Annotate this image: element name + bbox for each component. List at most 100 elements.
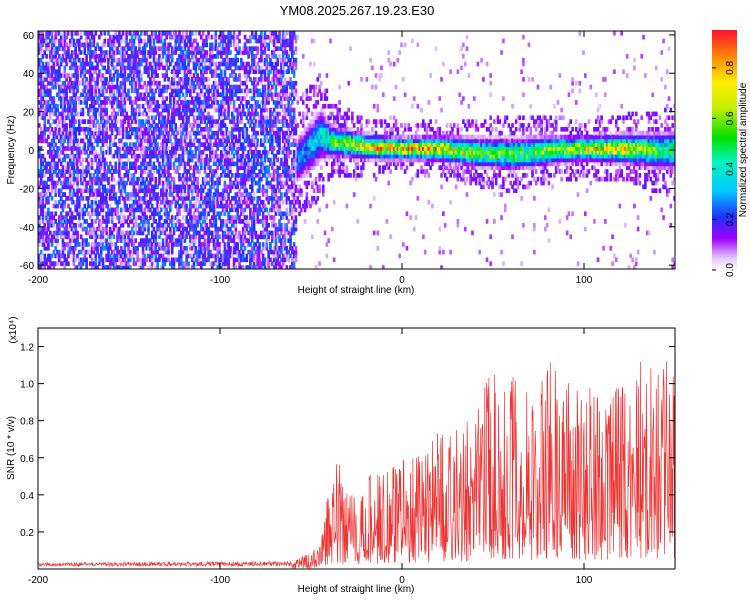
spectrogram-cell [232, 215, 236, 220]
spectrogram-cell [38, 31, 41, 36]
spectrogram-cell [65, 123, 68, 128]
spectrogram-cell [45, 46, 48, 51]
spectrogram-cell [156, 184, 159, 190]
spectrogram-cell [174, 146, 178, 151]
spectrogram-cell [76, 150, 79, 155]
spectrogram-cell [170, 199, 174, 205]
spectrogram-cell [236, 88, 239, 94]
spectrogram-cell [203, 115, 207, 121]
spectrogram-cell [240, 184, 243, 190]
spectrogram-cell [172, 165, 176, 170]
spectrogram-cell [74, 238, 78, 243]
spectrogram-cell [41, 34, 45, 40]
spectrogram-cell [270, 203, 274, 209]
spectrogram-cell [241, 130, 245, 136]
spectrogram-cell [238, 180, 241, 186]
spectrogram-cell [114, 115, 118, 121]
spectrogram-cell [139, 57, 143, 63]
spectrogram-cell [230, 253, 234, 259]
spectrogram-cell [269, 157, 272, 163]
spectrogram-cell [99, 130, 103, 136]
spectrogram-cell [123, 119, 127, 124]
spectrogram-cell [241, 107, 245, 113]
spectrogram-cell [81, 65, 85, 71]
spectrogram-cell [59, 84, 63, 90]
spectrogram-cell [125, 161, 128, 167]
spectrogram-cell [107, 249, 110, 255]
spectrogram-cell [70, 199, 74, 205]
spectrogram-cell [143, 50, 147, 55]
spectrogram-cell [150, 73, 154, 78]
spectrogram-cell [87, 111, 90, 117]
spectrogram-cell [261, 188, 265, 194]
spectrogram-cell [154, 165, 158, 170]
spectrogram-cell [185, 142, 189, 147]
spectrogram-cell [94, 242, 98, 247]
spectrogram-cell [139, 242, 143, 247]
spectrogram-cell [232, 103, 236, 109]
spectrogram-cell [134, 54, 138, 59]
spectrogram-cell [189, 238, 192, 243]
spectrogram-cell [68, 111, 72, 117]
spectrogram-cell [205, 199, 209, 205]
spectrogram-cell [194, 188, 198, 194]
spectrogram-cell [81, 61, 85, 67]
spectrogram-cell [210, 46, 214, 51]
spectrogram-cell [145, 130, 148, 136]
spectrogram-cell [258, 153, 261, 159]
spectrogram-cell [88, 88, 92, 94]
spectrogram-cell [54, 103, 57, 109]
spectrogram-cell [50, 80, 54, 86]
spectrogram-cell [256, 123, 260, 128]
spectrogram-cell [209, 165, 212, 170]
spectrogram-cell [167, 215, 170, 220]
spectrogram-cell [194, 130, 198, 136]
spectrogram-cell [52, 234, 56, 240]
spectrogram-cell [158, 153, 161, 159]
spectrogram-cell [245, 265, 249, 269]
spectrogram-cell [236, 203, 239, 209]
spectrogram-cell [108, 242, 112, 247]
spectrogram-cell [201, 180, 205, 186]
spectrogram-cell [103, 134, 107, 140]
spectrogram-cell [216, 226, 219, 232]
spectrogram-cell [134, 111, 138, 117]
spectrogram-cell [185, 196, 189, 201]
spectrogram-cell [165, 211, 169, 217]
spectrogram-cell [65, 57, 68, 63]
spectrogram-cell [105, 80, 108, 86]
spectrogram-cell [78, 188, 81, 194]
spectrogram-cell [143, 222, 147, 228]
spectrogram-cell [247, 249, 250, 255]
spectrogram-cell [247, 50, 250, 55]
spectrogram-cell [163, 138, 167, 144]
spectrogram-cell [85, 57, 88, 63]
spectrogram-cell [220, 261, 223, 266]
spectrogram-cell [179, 65, 183, 71]
spectrogram-cell [87, 130, 90, 136]
spectrogram-cell [136, 192, 139, 197]
spectrogram-cell [150, 222, 154, 228]
spectrogram-cell [221, 119, 225, 124]
spectrogram-cell [152, 92, 156, 98]
spectrogram-cell [38, 134, 41, 140]
spectrogram-cell [119, 100, 123, 105]
spectrogram-cell [260, 69, 263, 75]
spectrogram-cell [74, 61, 78, 67]
spectrogram-cell [227, 226, 230, 232]
spectrogram-cell [121, 184, 125, 190]
spectrogram-cell [234, 92, 238, 98]
spectrogram-cell [39, 203, 43, 209]
spectrogram-cell [50, 150, 54, 155]
spectrogram-cell [76, 57, 79, 63]
spectrogram-cell [169, 115, 172, 121]
spectrogram-cell [272, 207, 276, 213]
spectrogram-cell [183, 199, 187, 205]
spectrogram-cell [149, 150, 152, 155]
spectrogram-cell [245, 103, 249, 109]
spectrogram-cell [43, 238, 47, 243]
spectrogram-cell [83, 257, 87, 263]
spectrogram-cell [61, 138, 65, 144]
spectrogram-cell [207, 230, 210, 236]
spectrogram-cell [181, 126, 185, 132]
